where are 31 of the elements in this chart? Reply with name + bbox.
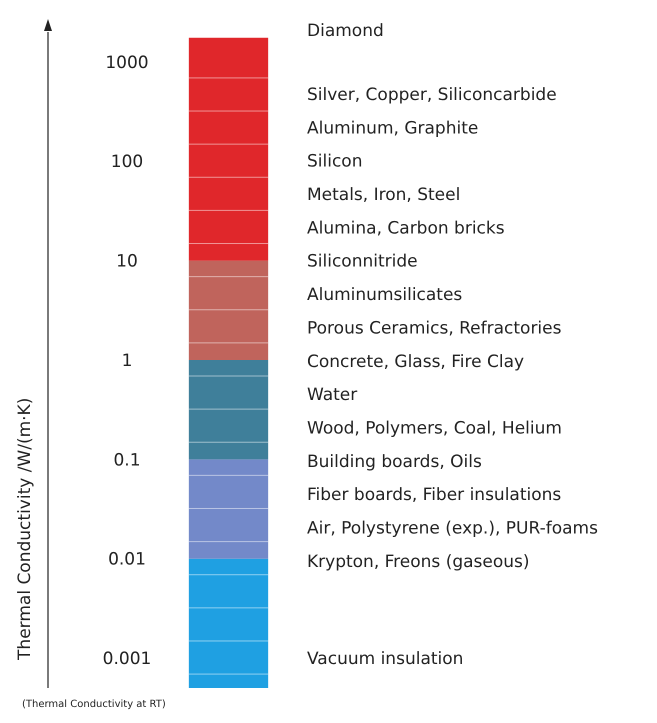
text: (Thermal Conductivity at RT) [22, 699, 166, 710]
text: Vacuum insulation [307, 648, 464, 669]
y-tick-label: 0.1 [113, 450, 141, 470]
y-tick-label: 0.01 [108, 550, 146, 570]
y-tick-label: 100 [110, 152, 144, 172]
text: Air, Polystyrene (exp.), PUR-foams [307, 518, 598, 539]
text: Water [307, 385, 358, 406]
y-tick-label: 0.001 [102, 649, 152, 670]
bar [188, 459, 268, 559]
text: Krypton, Freons (gaseous) [307, 552, 530, 572]
text: Silicon [307, 152, 362, 172]
text: Building boards, Oils [307, 452, 482, 472]
bar [188, 260, 268, 360]
bar [188, 360, 268, 460]
text: Silver, Copper, Siliconcarbide [307, 84, 557, 105]
text: Siliconnitride [307, 252, 418, 272]
y-tick-label: 1000 [105, 52, 149, 73]
text: Aluminumsilicates [307, 285, 462, 306]
y-tick-label: 1 [122, 350, 132, 371]
y-tick-label: 10 [116, 252, 138, 272]
text: Porous Ceramics, Refractories [307, 318, 562, 338]
text: Concrete, Glass, Fire Clay [307, 352, 524, 372]
bar [188, 558, 268, 688]
text: Fiber boards, Fiber insulations [307, 485, 562, 506]
text: Metals, Iron, Steel [307, 185, 460, 206]
text: Diamond [307, 20, 384, 41]
text: Aluminum, Graphite [307, 118, 478, 138]
text: Wood, Polymers, Coal, Helium [307, 418, 562, 439]
bar [188, 38, 268, 261]
y-axis-title: Thermal Conductivity /W/(m·K) [14, 398, 35, 661]
text: Alumina, Carbon bricks [307, 218, 505, 238]
